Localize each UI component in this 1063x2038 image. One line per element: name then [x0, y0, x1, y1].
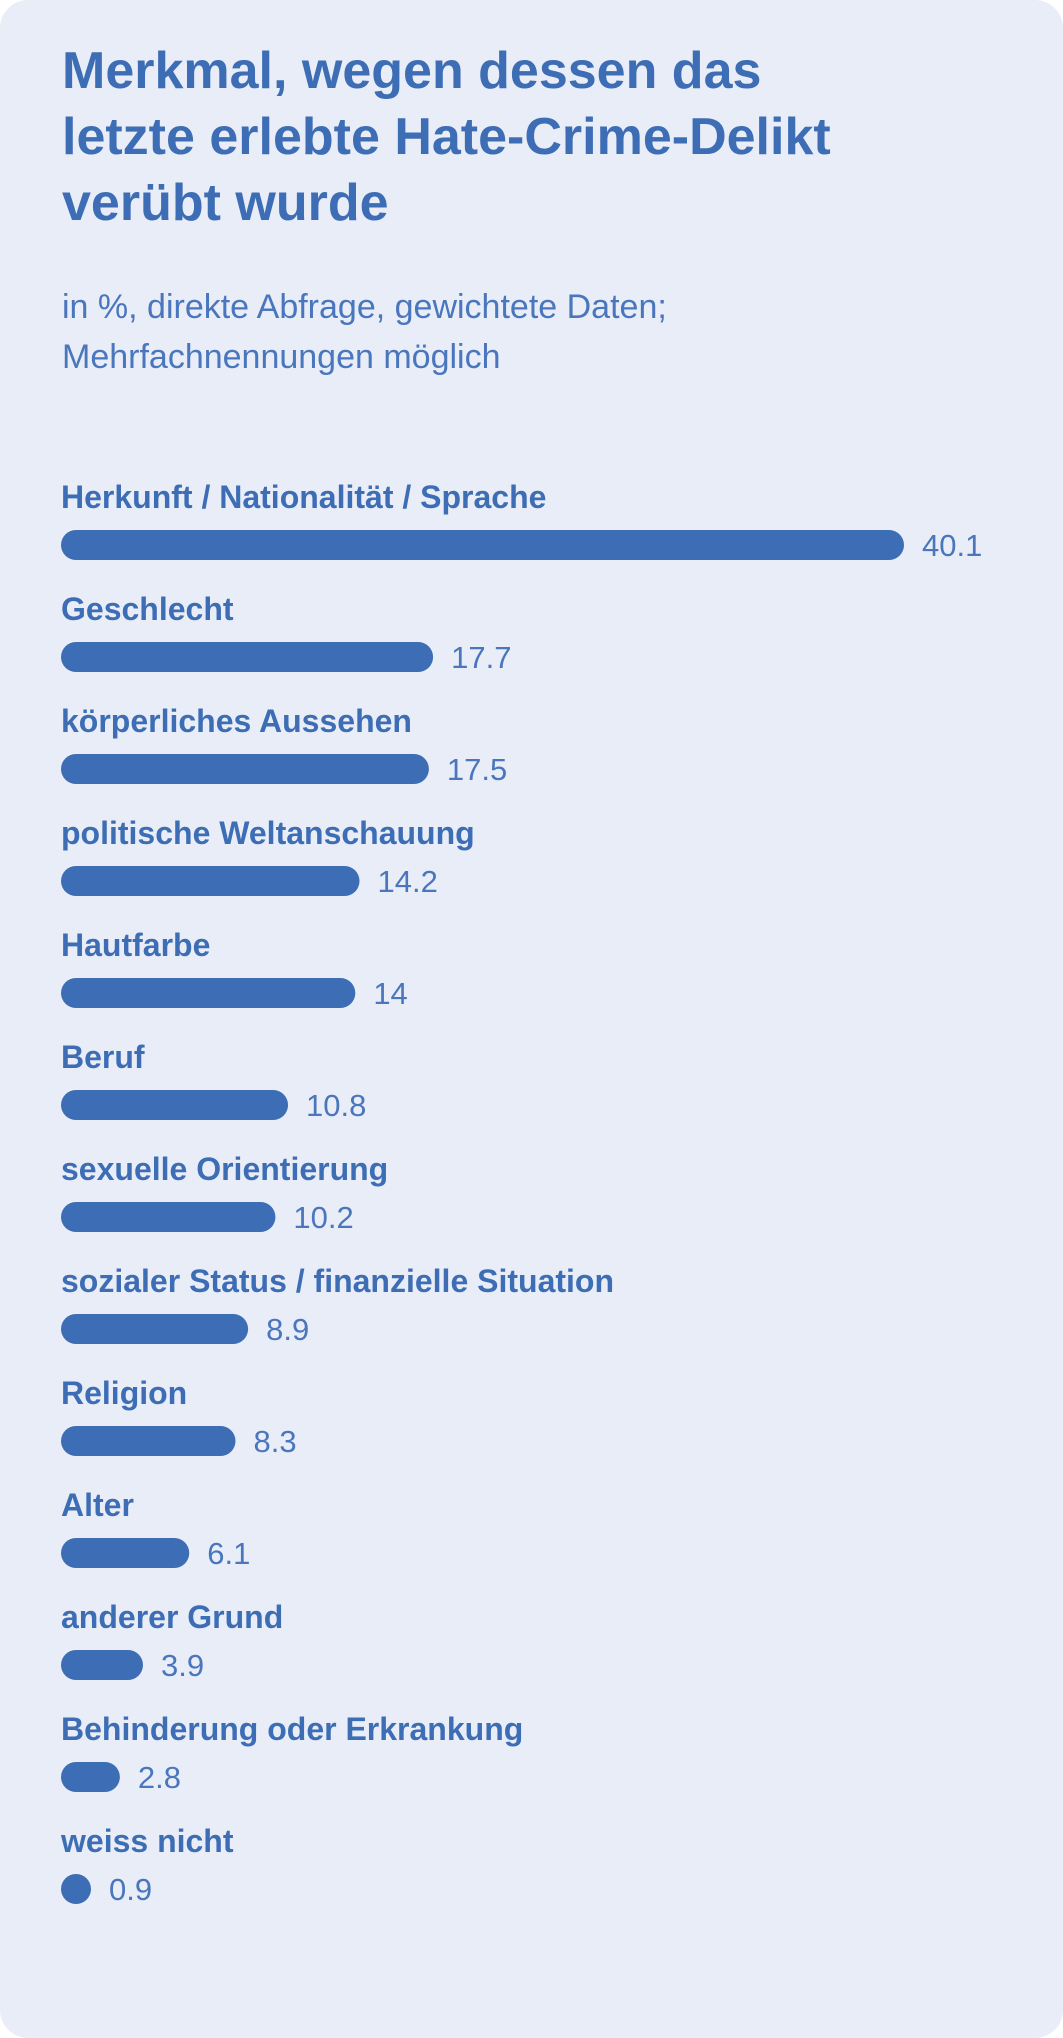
bar	[61, 1874, 91, 1904]
bar	[61, 1202, 276, 1232]
value-label: 6.1	[207, 1536, 250, 1571]
value-label: 0.9	[109, 1872, 152, 1907]
bar	[61, 1538, 190, 1568]
category-label: anderer Grund	[61, 1599, 283, 1635]
category-label: Geschlecht	[61, 591, 234, 627]
bar	[61, 530, 904, 560]
category-label: sexuelle Orientierung	[61, 1151, 388, 1187]
bar	[61, 1314, 249, 1344]
bar	[61, 1090, 289, 1120]
value-label: 2.8	[138, 1760, 181, 1795]
value-label: 8.9	[266, 1312, 309, 1347]
category-label: sozialer Status / finanzielle Situation	[61, 1263, 614, 1299]
value-label: 10.8	[306, 1088, 366, 1123]
value-label: 3.9	[161, 1648, 204, 1683]
value-label: 10.2	[293, 1200, 353, 1235]
category-label: körperliches Aussehen	[61, 703, 412, 739]
chart-title: Merkmal, wegen dessen das letzte erlebte…	[62, 42, 831, 232]
bar	[61, 1762, 120, 1792]
category-label: Religion	[61, 1375, 187, 1411]
value-label: 8.3	[253, 1424, 296, 1459]
category-label: Alter	[61, 1487, 134, 1523]
value-label: 17.5	[447, 752, 507, 787]
category-label: Beruf	[61, 1039, 145, 1075]
bar	[61, 642, 434, 672]
value-label: 40.1	[922, 528, 982, 563]
bar	[61, 1426, 236, 1456]
category-label: Herkunft / Nationalität / Sprache	[61, 479, 546, 515]
category-label: Hautfarbe	[61, 927, 210, 963]
bar	[61, 866, 360, 896]
value-label: 14.2	[378, 864, 438, 899]
value-label: 17.7	[451, 640, 511, 675]
bar	[61, 1650, 143, 1680]
value-label: 14	[373, 976, 407, 1011]
category-label: politische Weltanschauung	[61, 815, 475, 851]
bar	[61, 754, 429, 784]
category-label: Behinderung oder Erkrankung	[61, 1711, 523, 1747]
chart-subtitle: in %, direkte Abfrage, gewichtete Daten;…	[62, 288, 667, 376]
category-label: weiss nicht	[60, 1823, 234, 1859]
bar	[61, 978, 356, 1008]
